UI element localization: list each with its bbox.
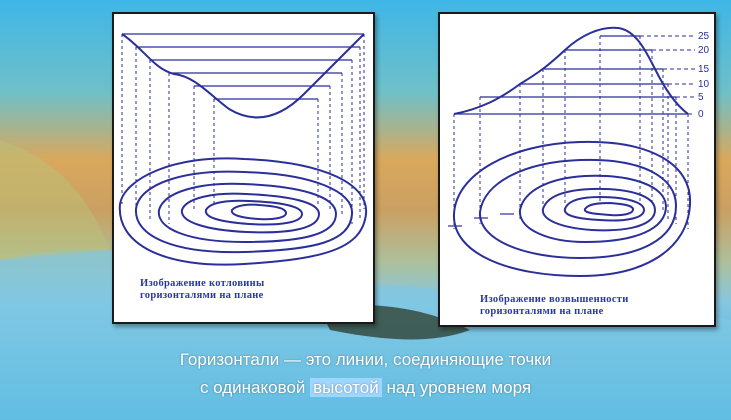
- definition-line2-after: над уровнем моря: [386, 378, 532, 397]
- elevation-contours: [452, 140, 692, 278]
- depression-diagram: [118, 33, 368, 266]
- height-label-10: 10: [698, 79, 710, 90]
- height-labels: 25 20 15 10 5 0: [698, 31, 710, 120]
- elevation-profile: [453, 26, 689, 115]
- height-label-5: 5: [698, 92, 704, 103]
- definition-line2: с одинаковой высотой над уровнем моря: [0, 378, 731, 398]
- depression-profile: [121, 33, 365, 119]
- depression-diagram-card: Изображение котловины горизонталями на п…: [112, 12, 375, 324]
- depression-caption: Изображение котловины горизонталями на п…: [140, 278, 265, 302]
- definition-line2-before: с одинаковой: [199, 378, 306, 397]
- definition-highlight: высотой: [310, 378, 382, 397]
- height-label-0: 0: [698, 109, 704, 120]
- projection-lines: [121, 34, 365, 224]
- height-label-25: 25: [698, 31, 710, 42]
- elevation-diagram-card: 25 20 15 10 5 0: [438, 12, 716, 327]
- elevation-diagram: 25 20 15 10 5 0: [448, 26, 710, 278]
- depression-contours: [118, 157, 368, 266]
- elevation-caption: Изображение возвышенности горизонталями …: [480, 294, 629, 318]
- height-label-15: 15: [698, 64, 710, 75]
- depression-caption-line2: горизонталями на плане: [140, 290, 264, 301]
- depression-caption-line1: Изображение котловины: [140, 278, 265, 289]
- contour-ticks: [448, 213, 514, 227]
- height-ticks: [640, 35, 695, 115]
- elevation-caption-line1: Изображение возвышенности: [480, 294, 629, 305]
- height-label-20: 20: [698, 45, 710, 56]
- elevation-caption-line2: горизонталями на плане: [480, 306, 604, 317]
- definition-line1: Горизонтали — это линии, соединяющие точ…: [179, 350, 552, 369]
